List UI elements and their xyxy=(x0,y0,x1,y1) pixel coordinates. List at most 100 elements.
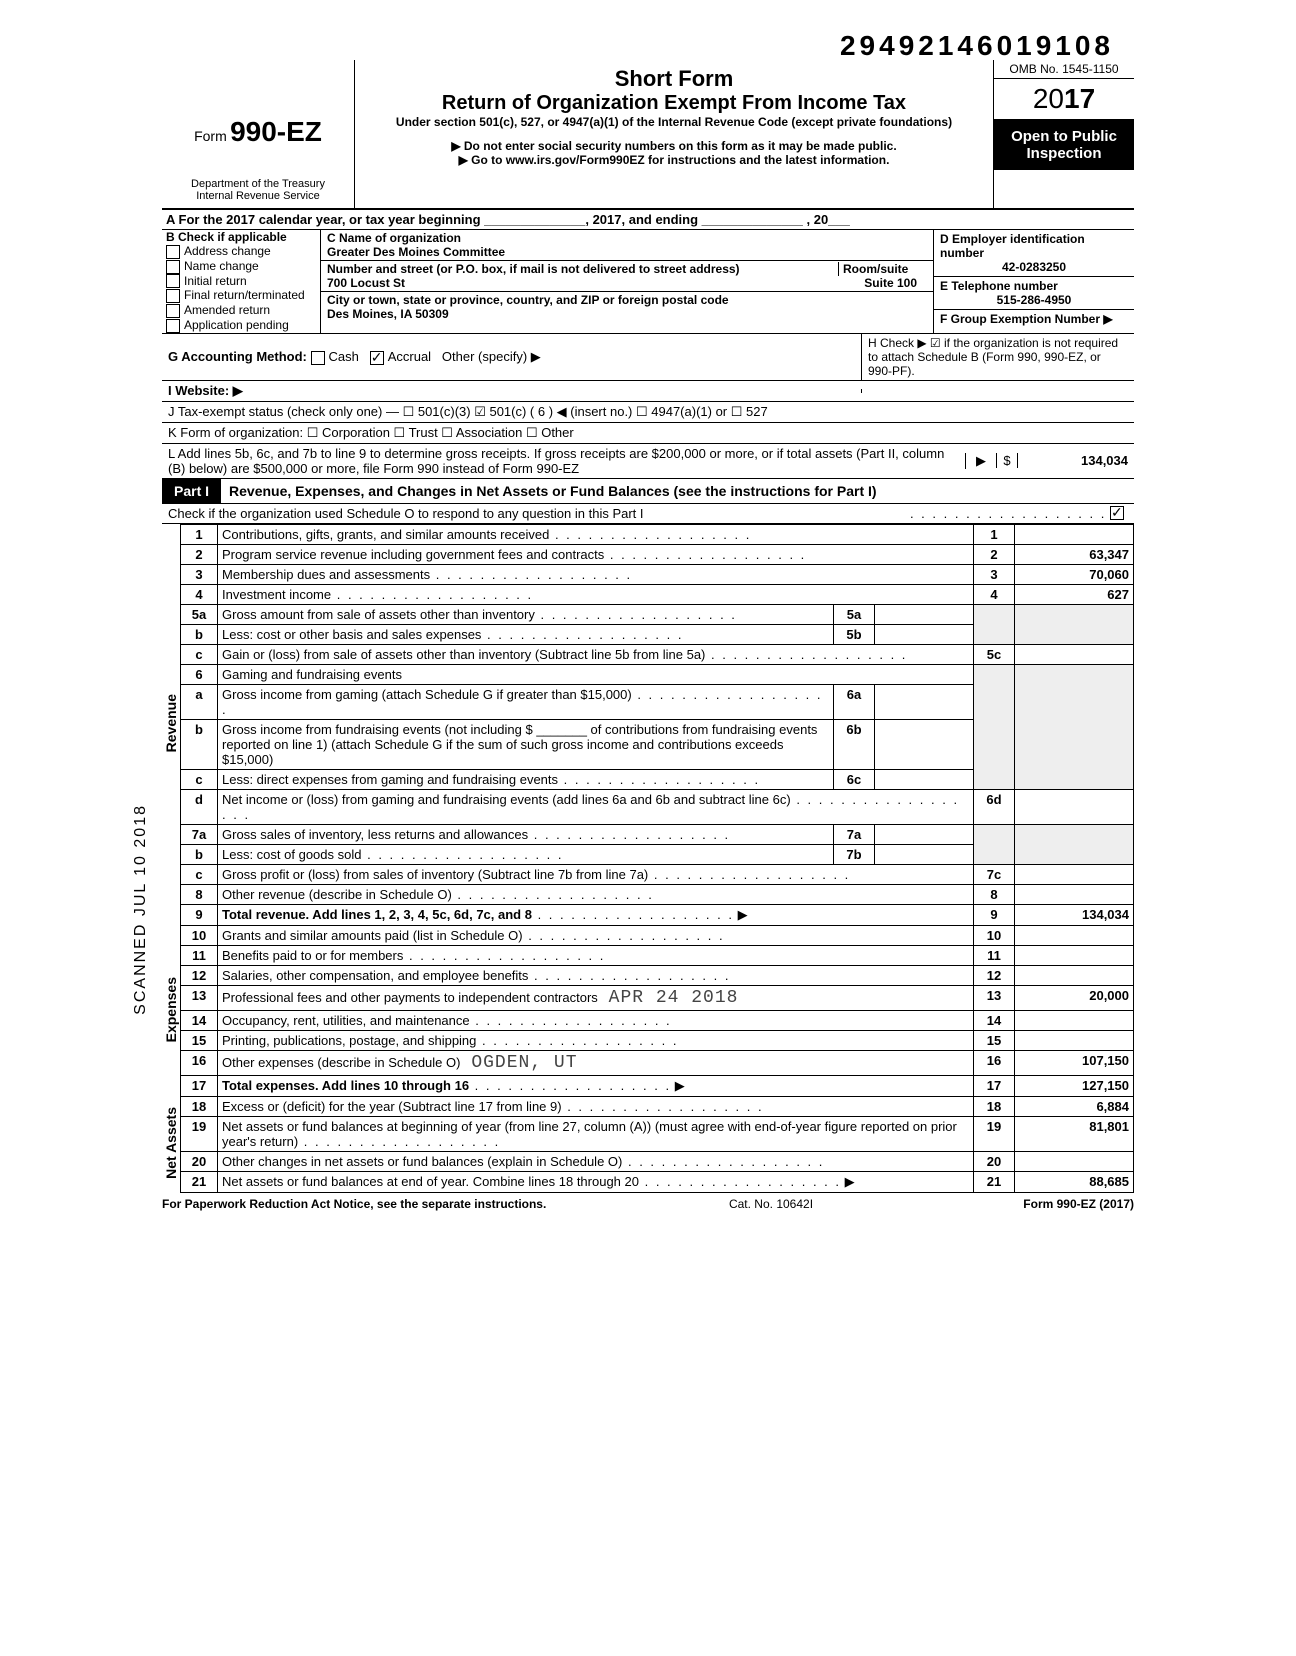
row-num: c xyxy=(181,644,218,664)
row-rnum: 2 xyxy=(974,544,1015,564)
row-desc: Total expenses. Add lines 10 through 16 xyxy=(222,1078,469,1093)
row-rval: 134,034 xyxy=(1015,904,1134,925)
row-mnum: 5a xyxy=(834,604,875,624)
row-rnum: 3 xyxy=(974,564,1015,584)
row-desc: Gross profit or (loss) from sales of inv… xyxy=(222,867,648,882)
revenue-label: Revenue xyxy=(163,684,179,762)
street-label: Number and street (or P.O. box, if mail … xyxy=(327,262,740,276)
chk-label: Application pending xyxy=(184,318,289,332)
footer-left: For Paperwork Reduction Act Notice, see … xyxy=(162,1197,568,1211)
row-rval xyxy=(1015,864,1134,884)
form-note-2: ▶ Go to www.irs.gov/Form990EZ for instru… xyxy=(361,153,987,167)
row-rnum: 7c xyxy=(974,864,1015,884)
section-de: D Employer identification number 42-0283… xyxy=(933,230,1134,333)
row-rnum: 4 xyxy=(974,584,1015,604)
row-desc: Less: cost or other basis and sales expe… xyxy=(222,627,481,642)
row-rval: 88,685 xyxy=(1015,1171,1134,1192)
row-num: 16 xyxy=(181,1050,218,1075)
row-desc: Other revenue (describe in Schedule O) xyxy=(222,887,452,902)
row-rval xyxy=(1015,1030,1134,1050)
line-h: H Check ▶ ☑ if the organization is not r… xyxy=(861,334,1134,380)
dept-label: Department of the Treasury Internal Reve… xyxy=(168,178,348,202)
row-desc: Investment income xyxy=(222,587,331,602)
ein-label: D Employer identification number xyxy=(940,232,1085,260)
row-num: 17 xyxy=(181,1075,218,1096)
phone-label: E Telephone number xyxy=(940,279,1058,293)
city-value: Des Moines, IA 50309 xyxy=(327,307,449,321)
row-desc: Professional fees and other payments to … xyxy=(222,990,598,1005)
chk-name-change[interactable] xyxy=(166,260,180,274)
row-rval: 127,150 xyxy=(1015,1075,1134,1096)
row-desc: Gain or (loss) from sale of assets other… xyxy=(222,647,705,662)
row-desc: Total revenue. Add lines 1, 2, 3, 4, 5c,… xyxy=(222,907,532,922)
chk-label: Final return/terminated xyxy=(184,288,305,302)
form-note-1: ▶ Do not enter social security numbers o… xyxy=(361,139,987,153)
org-name: Greater Des Moines Committee xyxy=(327,245,505,259)
row-desc: Gross sales of inventory, less returns a… xyxy=(222,827,528,842)
row-rnum: 5c xyxy=(974,644,1015,664)
form-prefix: Form xyxy=(194,128,227,144)
schedule-o-text: Check if the organization used Schedule … xyxy=(168,506,644,521)
form-number: 990-EZ xyxy=(230,116,322,147)
row-num: 1 xyxy=(181,524,218,544)
arrow-icon xyxy=(965,453,996,469)
row-desc: Printing, publications, postage, and shi… xyxy=(222,1033,476,1048)
row-desc: Salaries, other compensation, and employ… xyxy=(222,968,528,983)
row-num: 11 xyxy=(181,945,218,965)
open-public-label: Open to Public Inspection xyxy=(994,120,1134,170)
row-num: 4 xyxy=(181,584,218,604)
row-rval: 70,060 xyxy=(1015,564,1134,584)
row-rnum: 10 xyxy=(974,925,1015,945)
row-num: 18 xyxy=(181,1096,218,1116)
expenses-label: Expenses xyxy=(163,967,179,1052)
row-mval xyxy=(875,684,974,719)
row-num: 19 xyxy=(181,1116,218,1151)
street-value: 700 Locust St xyxy=(327,276,405,290)
section-b: B Check if applicable Address change Nam… xyxy=(162,230,321,333)
footer-mid: Cat. No. 10642I xyxy=(568,1197,974,1211)
row-rval xyxy=(1015,524,1134,544)
chk-amended-return[interactable] xyxy=(166,304,180,318)
row-mval xyxy=(875,824,974,844)
chk-final-return[interactable] xyxy=(166,289,180,303)
row-num: 10 xyxy=(181,925,218,945)
row-rval: 63,347 xyxy=(1015,544,1134,564)
chk-initial-return[interactable] xyxy=(166,274,180,288)
roomsuite-label: Room/suite xyxy=(838,262,927,276)
chk-cash[interactable] xyxy=(311,351,325,365)
form-title-2: Return of Organization Exempt From Incom… xyxy=(361,92,987,115)
chk-schedule-o[interactable] xyxy=(1110,506,1124,520)
row-rnum: 18 xyxy=(974,1096,1015,1116)
section-b-title: B Check if applicable xyxy=(166,230,316,244)
received-stamp-loc: OGDEN, UT xyxy=(471,1053,577,1073)
accounting-method-label: G Accounting Method: xyxy=(168,349,307,364)
row-mnum: 5b xyxy=(834,624,875,644)
chk-application-pending[interactable] xyxy=(166,319,180,333)
row-rval: 6,884 xyxy=(1015,1096,1134,1116)
row-rnum: 21 xyxy=(974,1171,1015,1192)
form-subtitle: Under section 501(c), 527, or 4947(a)(1)… xyxy=(361,115,987,129)
row-desc: Program service revenue including govern… xyxy=(222,547,604,562)
row-num: 5a xyxy=(181,604,218,624)
row-num: b xyxy=(181,844,218,864)
part1-table: Revenue 1 Contributions, gifts, grants, … xyxy=(162,524,1134,1193)
row-rnum: 16 xyxy=(974,1050,1015,1075)
row-rval: 627 xyxy=(1015,584,1134,604)
row-num: 7a xyxy=(181,824,218,844)
form-title-1: Short Form xyxy=(361,66,987,92)
row-mnum: 6b xyxy=(834,719,875,769)
row-rval xyxy=(1015,945,1134,965)
row-mnum: 7b xyxy=(834,844,875,864)
row-desc: Contributions, gifts, grants, and simila… xyxy=(222,527,549,542)
chk-accrual[interactable] xyxy=(370,351,384,365)
row-num: d xyxy=(181,789,218,824)
row-rval: 107,150 xyxy=(1015,1050,1134,1075)
chk-address-change[interactable] xyxy=(166,245,180,259)
row-num: 14 xyxy=(181,1010,218,1030)
row-desc: Less: direct expenses from gaming and fu… xyxy=(222,772,558,787)
row-desc: Gaming and fundraising events xyxy=(222,667,402,682)
omb-number: OMB No. 1545-1150 xyxy=(994,60,1134,79)
phone-value: 515-286-4950 xyxy=(940,293,1128,307)
row-rval: 20,000 xyxy=(1015,985,1134,1010)
row-desc: Gross income from fundraising events (no… xyxy=(222,722,817,767)
